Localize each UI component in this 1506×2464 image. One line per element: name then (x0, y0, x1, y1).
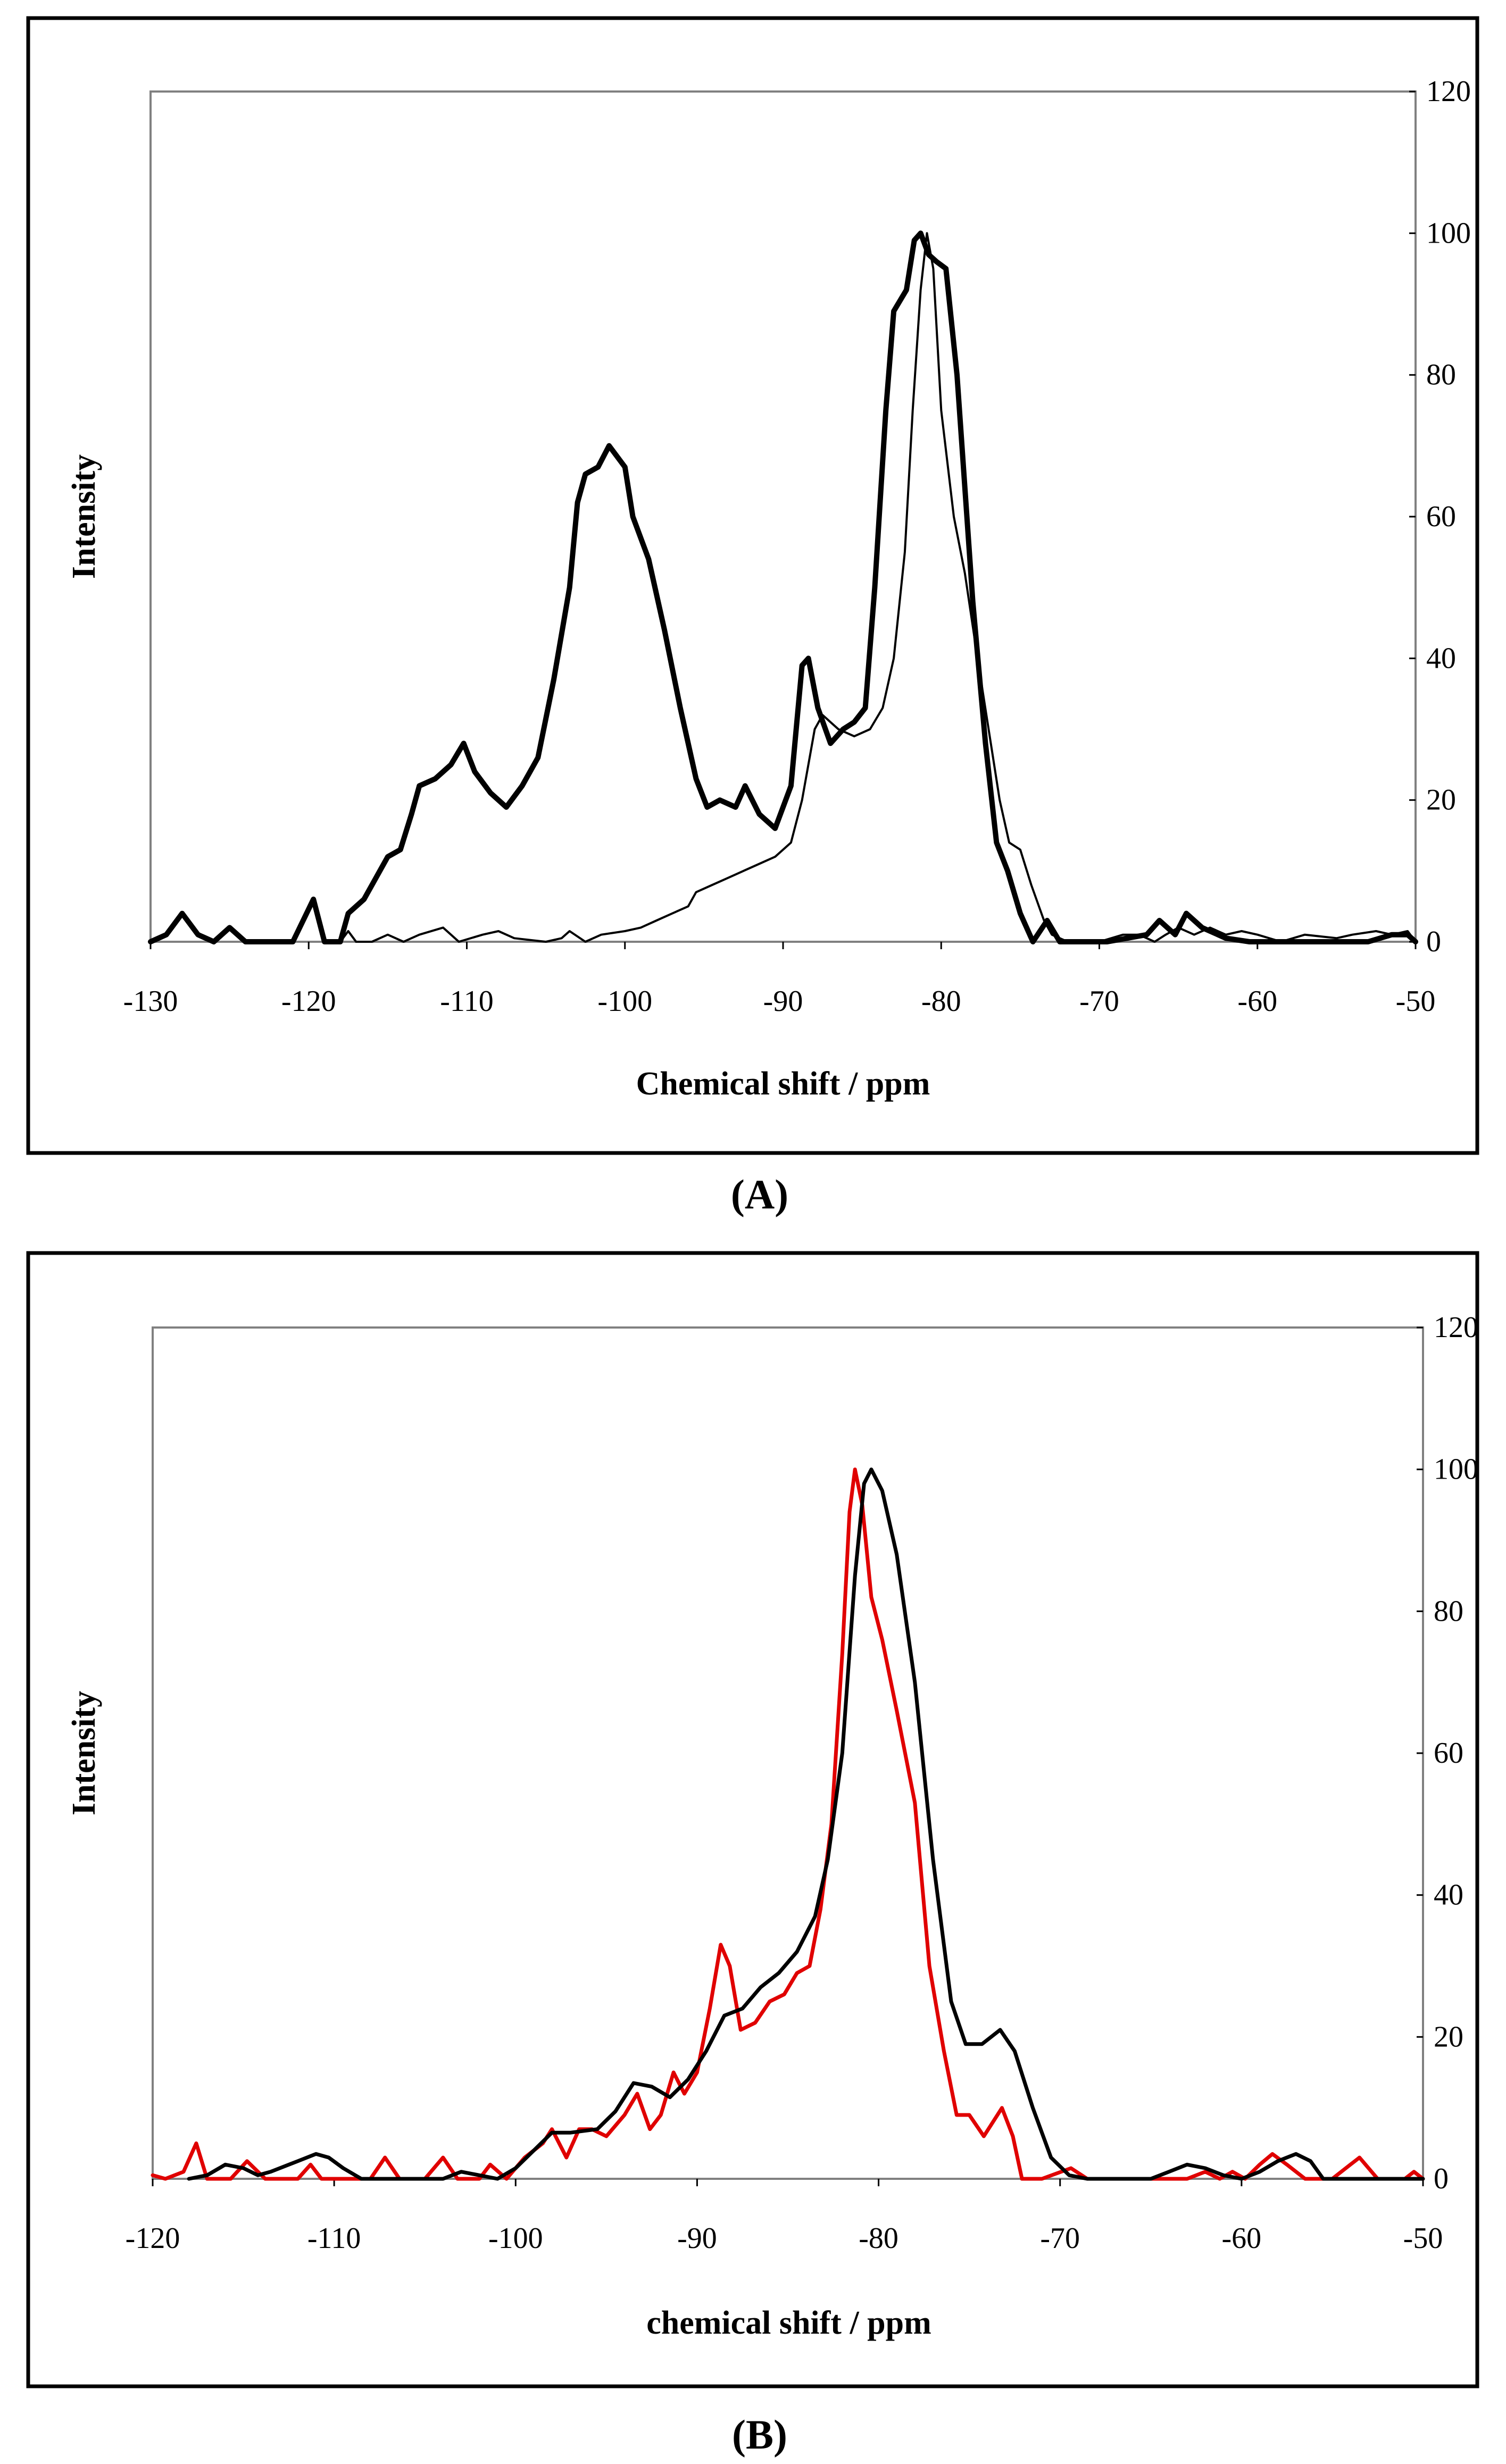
panel-a-x-tick-label: -100 (597, 985, 652, 1018)
panel-b-frame (26, 1251, 1479, 2388)
panel-b-y-tick-label: 80 (1434, 1595, 1463, 1628)
panel-a-y-tick-label: 60 (1426, 500, 1456, 533)
panel-b-series (151, 1467, 1425, 2181)
panel-b-x-tick-label: -110 (307, 2222, 361, 2255)
panel-a-y-tick-label: 120 (1426, 75, 1471, 108)
panel-b-x-tick-label: -90 (677, 2222, 717, 2255)
panel-b-x-tick-label: -100 (488, 2222, 543, 2255)
panel-a-x-axis-title: Chemical shift / ppm (636, 1066, 930, 1102)
panel-b-series-black (187, 1467, 1425, 2181)
panel-b-y-tick-label: 120 (1434, 1311, 1478, 1344)
panel-a-y-tick-label: 0 (1426, 925, 1441, 958)
panel-b-x-tick-label: -120 (126, 2222, 180, 2255)
panel-b: 0 20 40 60 80 100 120 -120 -110 -100 -90 -80 -70 -60… (26, 1251, 1479, 2388)
panel-a-y-tick-label: 80 (1426, 359, 1456, 392)
panel-b-y-axis-title: Intensity (66, 1691, 102, 1815)
panel-b-x-tick-label: -70 (1040, 2222, 1080, 2255)
panel-a-x-tick-label: -70 (1079, 985, 1119, 1018)
panel-a-x-ticks: -130 -120 -110 -100 -90 -80 -70 -60 -50 (123, 942, 1436, 1018)
panel-a-x-tick-label: -110 (440, 985, 494, 1018)
panel-a-x-tick-label: -50 (1396, 985, 1436, 1018)
panel-b-x-ticks: -120 -110 -100 -90 -80 -70 -60 -50 (126, 2179, 1443, 2255)
panel-b-x-tick-label: -60 (1222, 2222, 1262, 2255)
panel-a-x-tick-label: -120 (281, 985, 336, 1018)
panel-a-y-tick-label: 40 (1426, 642, 1456, 675)
panel-a-x-tick-label: -90 (763, 985, 803, 1018)
panel-a-series (148, 230, 1418, 944)
panel-a-frame (26, 16, 1479, 1155)
panel-b-x-tick-label: -80 (859, 2222, 898, 2255)
panel-b-plot-area (152, 1326, 1424, 2180)
panel-b-y-tick-label: 20 (1434, 2020, 1463, 2053)
panel-b-y-tick-label: 0 (1434, 2162, 1449, 2195)
panel-b-series-red (151, 1467, 1425, 2181)
panel-a-y-tick-label: 100 (1426, 217, 1471, 250)
panel-b-y-tick-label: 40 (1434, 1879, 1463, 1912)
panel-a-y-axis-title: Intensity (66, 454, 102, 579)
panel-a-series-thin (339, 232, 1417, 943)
panel-b-x-tick-label: -50 (1403, 2222, 1443, 2255)
panel-a-x-tick-label: -60 (1237, 985, 1277, 1018)
panel-a-y-tick-label: 20 (1426, 784, 1456, 817)
panel-b-y-ticks: 0 20 40 60 80 100 120 (1417, 1311, 1478, 2195)
panel-b-y-tick-label: 60 (1434, 1737, 1463, 1770)
panel-b-x-axis-title: chemical shift / ppm (646, 2305, 931, 2341)
panel-b-y-tick-label: 100 (1434, 1453, 1478, 1486)
panel-a-label: (A) (731, 1171, 788, 1217)
panel-a-y-ticks: 0 20 40 60 80 100 120 (1409, 75, 1471, 958)
panel-a-series-thick (148, 230, 1418, 944)
panel-a-x-tick-label: -130 (123, 985, 178, 1018)
panel-a: 0 20 40 60 80 100 120 -130 -120 -110 -100 -90 -80 -7… (26, 16, 1479, 1155)
panel-b-label: (B) (732, 2411, 787, 2458)
panel-a-x-tick-label: -80 (921, 985, 961, 1018)
